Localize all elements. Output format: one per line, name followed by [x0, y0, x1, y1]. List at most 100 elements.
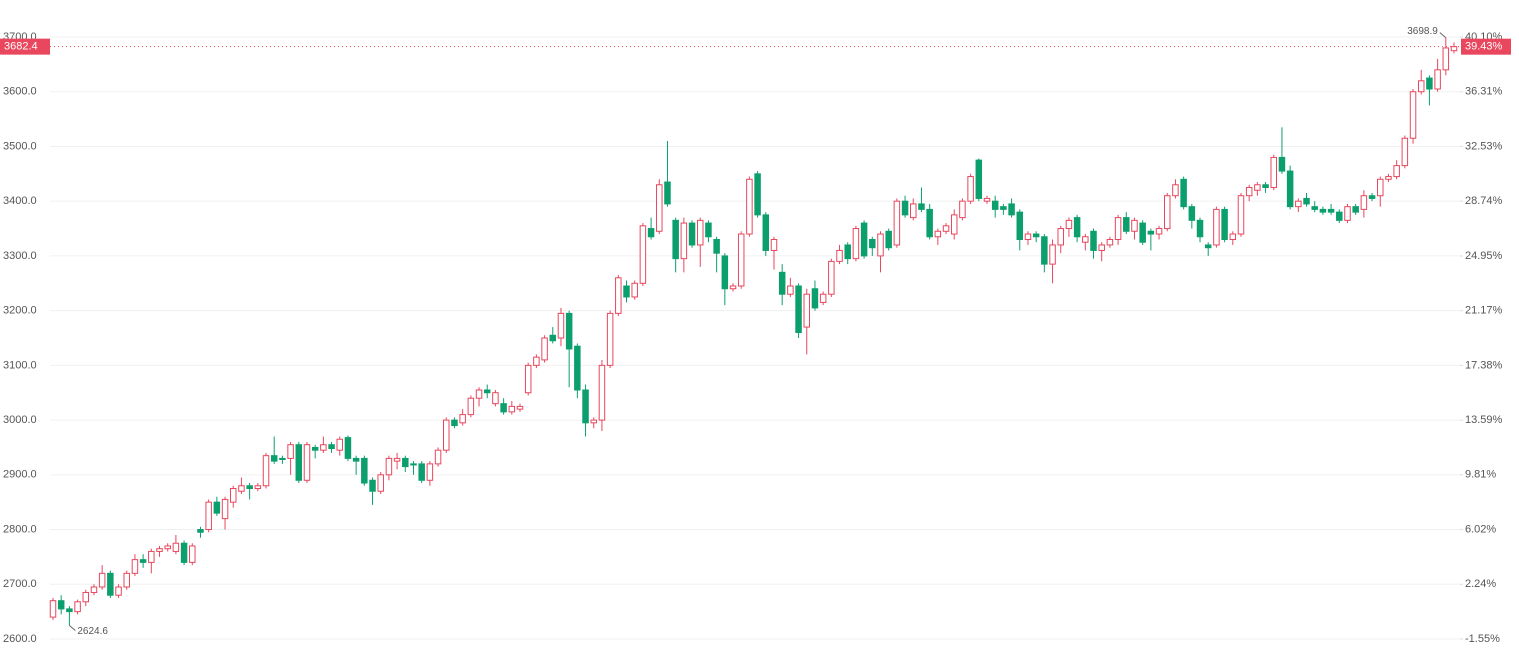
candle-body [1262, 184, 1269, 189]
candle-body [1434, 69, 1441, 90]
candle-body [869, 238, 876, 249]
candle-body [1057, 228, 1064, 246]
candle-body [385, 457, 393, 476]
y2-tick-label: 28.74% [1465, 195, 1503, 207]
candle-body [98, 572, 106, 588]
y2-tick-label: 9.81% [1465, 469, 1496, 481]
candle-body [393, 457, 401, 462]
candle-body [74, 601, 81, 613]
candle-body [647, 228, 655, 238]
candle-body [131, 559, 139, 574]
candle-body [336, 438, 344, 451]
candle-body [1377, 178, 1384, 197]
candle-body [418, 463, 425, 481]
candle-body [549, 334, 557, 342]
candle-body [1352, 206, 1359, 213]
min-label: 2624.6 [77, 626, 108, 637]
candle-body [320, 444, 327, 451]
candle-body [1426, 77, 1433, 90]
candle-body [1213, 208, 1220, 246]
last-price-label: 3682.4 [4, 41, 38, 53]
candle-body [172, 542, 180, 552]
candle-body [123, 572, 130, 588]
candle-body [434, 449, 442, 465]
candle-body [828, 260, 835, 295]
candle-body [1417, 80, 1425, 93]
candle-body [1278, 156, 1286, 172]
candle-body [664, 181, 671, 205]
max-label: 3698.9 [1407, 26, 1438, 37]
candle-body [361, 457, 368, 484]
candle-body [1163, 195, 1171, 230]
y-tick-label: 3100.0 [3, 359, 37, 371]
candle-body [1409, 91, 1417, 139]
candle-body [1245, 187, 1253, 197]
candle-body [1155, 228, 1163, 235]
candle-body [1401, 137, 1409, 167]
candle-body [967, 176, 974, 202]
candle-body [910, 203, 917, 219]
candle-body [328, 444, 335, 450]
candle-body [1270, 156, 1278, 188]
y2-tick-label: 32.53% [1465, 140, 1503, 152]
candle-body [623, 285, 630, 298]
candle-body [1172, 184, 1179, 197]
max-pointer [1439, 32, 1447, 38]
y-tick-label: 3500.0 [3, 140, 37, 152]
candle-body [270, 455, 278, 462]
candle-body [1450, 46, 1458, 52]
candle-body [1090, 230, 1097, 251]
candle-body [631, 282, 638, 298]
candle-body [1073, 217, 1081, 238]
candle-body [639, 225, 647, 284]
last-change-label: 39.43% [1465, 41, 1503, 53]
candle-body [451, 419, 458, 427]
y2-tick-label: 13.59% [1465, 414, 1503, 426]
candle-body [942, 225, 950, 232]
candle-body [860, 222, 868, 257]
y-tick-label: 3600.0 [3, 86, 37, 98]
candle-body [811, 288, 819, 309]
candle-body [918, 203, 925, 210]
candle-body [1180, 178, 1187, 208]
min-pointer [69, 625, 76, 631]
candle-body [1114, 217, 1122, 240]
candle-body [1032, 233, 1040, 238]
candle-body [1204, 244, 1212, 249]
candle-body [836, 249, 843, 262]
candle-body [189, 545, 196, 563]
candle-body [1008, 203, 1015, 216]
y-tick-label: 3400.0 [3, 195, 37, 207]
candle-body [254, 485, 262, 490]
candle-body [1393, 165, 1400, 178]
candle-body [1196, 219, 1204, 238]
y-tick-label: 2900.0 [3, 469, 37, 481]
candle-body [156, 548, 163, 552]
candle-body [991, 200, 999, 210]
candle-body [688, 222, 696, 246]
candle-body [311, 446, 319, 451]
candle-body [180, 542, 188, 563]
candle-body [770, 238, 778, 251]
candle-body [598, 364, 606, 421]
candle-body [352, 457, 360, 462]
candle-body [590, 419, 597, 424]
candle-body [221, 498, 229, 520]
candle-body [533, 356, 540, 366]
candle-body [467, 397, 475, 416]
candle-body [410, 463, 417, 466]
y-tick-label: 2800.0 [3, 523, 37, 535]
candle-body [1024, 233, 1032, 240]
candle-body [819, 293, 827, 303]
candle-body [516, 405, 524, 410]
candle-body [238, 485, 245, 492]
candle-body [1065, 219, 1073, 230]
candle-body [213, 501, 221, 514]
candle-body [885, 230, 892, 249]
candle-body [1049, 244, 1056, 265]
candle-body [475, 389, 483, 399]
y-tick-label: 3000.0 [3, 414, 37, 426]
candle-body [557, 312, 565, 339]
candle-body [565, 312, 573, 350]
